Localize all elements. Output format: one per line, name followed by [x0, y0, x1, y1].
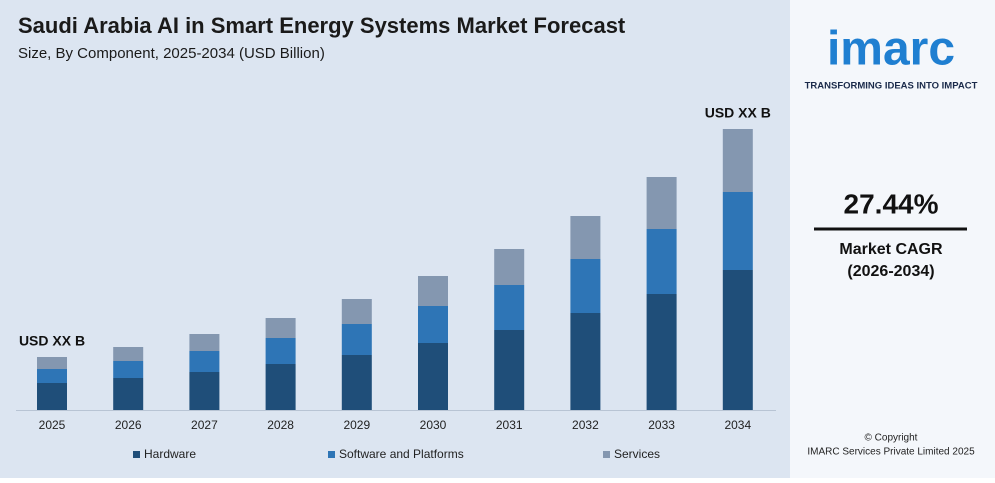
bar-segment: [722, 192, 753, 270]
bar-segment: [265, 364, 296, 410]
company: IMARC Services Private Limited 2025: [807, 447, 975, 458]
bar-segment: [570, 216, 601, 259]
bar-segment: [722, 270, 753, 410]
bar-segment: [37, 369, 67, 383]
bar-segment: [265, 338, 296, 364]
legend-label: Software and Platforms: [339, 447, 464, 461]
bar-segment: [722, 129, 753, 192]
x-tick-label: 2032: [572, 418, 599, 432]
x-tick-label: 2034: [724, 418, 751, 432]
legend-label: Hardware: [144, 447, 196, 461]
bar-segment: [418, 276, 448, 306]
x-tick-label: 2026: [115, 418, 142, 432]
bar-segment: [189, 334, 220, 351]
x-tick-label: 2033: [648, 418, 675, 432]
bar-segment: [418, 343, 448, 410]
bar-segment: [113, 347, 144, 361]
legend-label: Services: [614, 447, 660, 461]
bar-segment: [113, 378, 144, 410]
bar-segment: [37, 383, 67, 410]
chart-title: Saudi Arabia AI in Smart Energy Systems …: [18, 13, 626, 38]
bar-segment: [494, 330, 525, 410]
bar-segment: [494, 249, 525, 285]
chart-subtitle: Size, By Component, 2025-2034 (USD Billi…: [18, 45, 325, 62]
x-tick-label: 2025: [39, 418, 66, 432]
bar-segment: [189, 372, 220, 410]
annotation: USD XX B: [19, 333, 85, 349]
x-tick-label: 2028: [267, 418, 294, 432]
bar-segment: [37, 357, 67, 369]
x-tick-label: 2027: [191, 418, 218, 432]
legend-swatch: [328, 451, 335, 458]
bar-segment: [418, 306, 448, 343]
x-tick-label: 2029: [343, 418, 370, 432]
bar-segment: [189, 351, 220, 372]
bar-segment: [265, 318, 296, 338]
cagr-value: 27.44%: [844, 188, 939, 219]
bar-segment: [341, 355, 372, 410]
bar-segment: [570, 313, 601, 410]
legend-swatch: [133, 451, 140, 458]
x-tick-label: 2031: [496, 418, 523, 432]
side-panel: [790, 0, 995, 478]
legend-swatch: [603, 451, 610, 458]
bar-segment: [341, 324, 372, 355]
tagline: TRANSFORMING IDEAS INTO IMPACT: [805, 81, 978, 92]
copyright: © Copyright: [865, 433, 918, 444]
bar-segment: [646, 229, 677, 294]
bar-segment: [570, 259, 601, 313]
bar-segment: [494, 285, 525, 330]
cagr-period: (2026-2034): [847, 263, 934, 280]
bar-segment: [646, 177, 677, 229]
logo: imarc: [827, 23, 955, 76]
bar-segment: [646, 294, 677, 410]
x-tick-label: 2030: [420, 418, 447, 432]
annotation: USD XX B: [705, 105, 771, 121]
cagr-label: Market CAGR: [839, 241, 943, 258]
bar-segment: [341, 299, 372, 324]
bar-segment: [113, 361, 144, 378]
